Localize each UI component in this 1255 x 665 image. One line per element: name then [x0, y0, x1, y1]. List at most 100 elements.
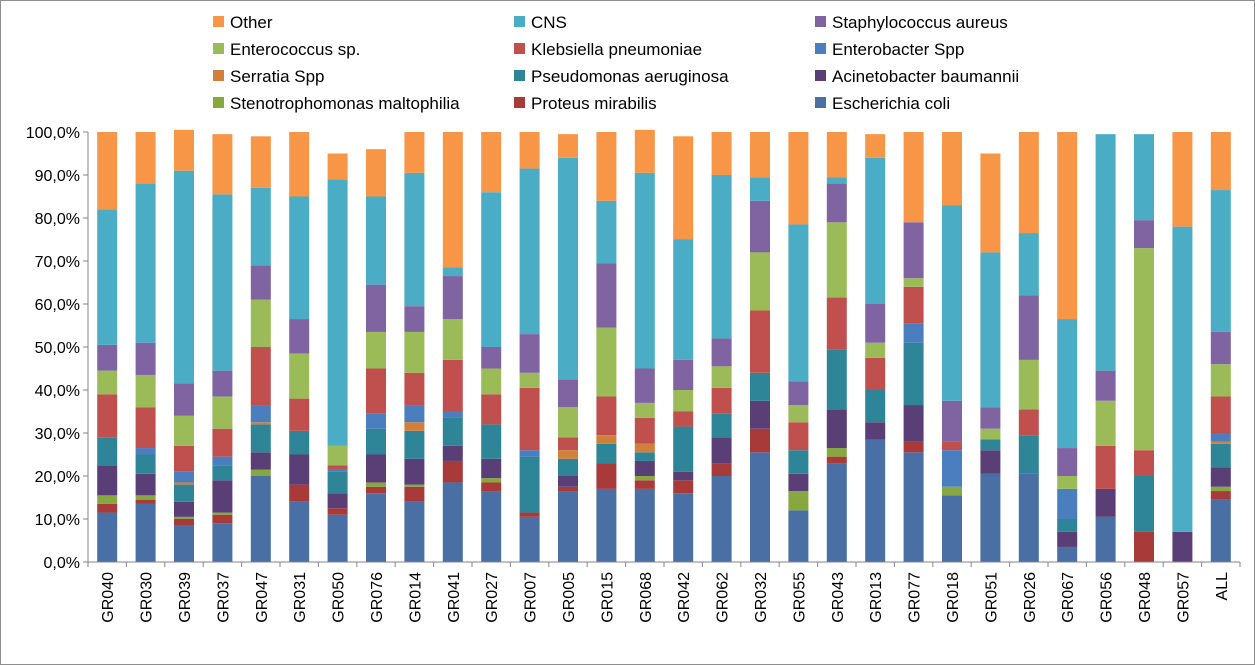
bar-segment-gr030-proteus-mirabilis [135, 499, 156, 504]
bar-segment-gr031-escherichia-coli [289, 501, 310, 562]
bar-segment-gr043-cns [826, 177, 847, 184]
bar-segment-gr015-serratia-spp [596, 435, 617, 444]
bar-segment-gr007-proteus-mirabilis [519, 512, 540, 517]
bar-segment-gr015-escherichia-coli [596, 488, 617, 562]
legend-label-klebsiella-pneumoniae: Klebsiella pneumoniae [531, 40, 702, 59]
bar-segment-gr039-acinetobacter-baumannii [174, 501, 194, 517]
bar-segment-gr047-escherichia-coli [250, 476, 271, 562]
bar-segment-gr055-enterococcus-sp [788, 405, 809, 423]
bar-segment-gr041-proteus-mirabilis [442, 460, 463, 483]
bar-segment-gr018-other [942, 132, 962, 206]
bar-segment-gr039-serratia-spp [174, 482, 194, 485]
bar-segment-gr047-serratia-spp [250, 422, 271, 425]
bar-segment-gr042-pseudomonas-aeruginosa [673, 426, 694, 472]
bar-segment-gr026-klebsiella-pneumoniae [1018, 409, 1039, 436]
legend-swatch-escherichia-coli [815, 97, 826, 108]
y-tick-label: 100,0% [26, 125, 80, 142]
bar-segment-gr032-escherichia-coli [750, 452, 770, 562]
bar-segment-gr005-acinetobacter-baumannii [558, 476, 578, 487]
legend-label-serratia-spp: Serratia Spp [230, 67, 325, 86]
bar-segment-gr027-cns [481, 192, 502, 347]
bar-segment-gr077-klebsiella-pneumoniae [903, 286, 924, 324]
bar-segment-gr037-cns [212, 194, 233, 371]
bar-segment-all-klebsiella-pneumoniae [1210, 396, 1231, 433]
bar-segment-all-proteus-mirabilis [1210, 491, 1231, 500]
bar-segment-gr026-staphylococcus-aureus [1018, 295, 1039, 360]
bar-segment-gr043-klebsiella-pneumoniae [826, 297, 847, 350]
bar-segment-gr041-enterobacter-spp [442, 411, 463, 418]
x-tick-label-gr055: GR055 [791, 572, 808, 623]
bar-segment-gr027-staphylococcus-aureus [481, 347, 502, 369]
y-tick-label: 60,0% [35, 297, 80, 314]
bar-segment-gr062-escherichia-coli [711, 476, 732, 562]
x-tick-label-gr032: GR032 [753, 572, 770, 623]
legend-swatch-enterobacter-spp [815, 43, 826, 54]
bar-segment-gr015-staphylococcus-aureus [596, 263, 617, 328]
bar-segment-gr030-klebsiella-pneumoniae [135, 407, 156, 449]
bar-segment-gr050-cns [327, 179, 348, 446]
bar-segment-gr032-klebsiella-pneumoniae [750, 310, 770, 373]
x-tick-label-gr050: GR050 [331, 572, 348, 623]
bar-segment-gr068-escherichia-coli [634, 488, 655, 562]
y-tick-label: 30,0% [35, 426, 80, 443]
bar-segment-gr068-proteus-mirabilis [634, 480, 655, 489]
legend-swatch-enterococcus-sp [213, 43, 224, 54]
y-tick-label: 90,0% [35, 168, 80, 185]
bar-segment-gr026-cns [1018, 233, 1039, 296]
y-tick-label: 70,0% [35, 254, 80, 271]
bar-segment-gr040-acinetobacter-baumannii [97, 465, 118, 496]
bar-segment-gr051-acinetobacter-baumannii [980, 450, 1001, 474]
bar-segment-gr067-enterococcus-sp [1057, 476, 1078, 489]
y-tick-label: 10,0% [35, 512, 80, 529]
bar-segment-gr043-proteus-mirabilis [826, 456, 847, 464]
bar-segment-gr018-cns [942, 205, 962, 401]
bar-segment-gr040-pseudomonas-aeruginosa [97, 437, 118, 466]
bar-segment-gr068-stenotrophomonas-maltophilia [634, 476, 655, 481]
bar-segment-gr037-acinetobacter-baumannii [212, 480, 233, 513]
bar-segment-gr037-pseudomonas-aeruginosa [212, 465, 233, 481]
bar-segment-gr026-other [1018, 132, 1039, 234]
bar-segment-gr076-cns [366, 196, 386, 285]
bar-segment-gr076-stenotrophomonas-maltophilia [366, 482, 386, 487]
bar-segment-gr032-other [750, 132, 770, 178]
bar-segment-gr062-staphylococcus-aureus [711, 338, 732, 367]
bar-segment-gr042-proteus-mirabilis [673, 480, 694, 494]
bar-segment-gr013-pseudomonas-aeruginosa [865, 390, 886, 423]
bar-segment-gr047-other [250, 136, 271, 188]
bar-segment-gr048-enterococcus-sp [1134, 248, 1154, 451]
bar-segment-gr032-acinetobacter-baumannii [750, 400, 770, 429]
bar-segment-gr050-enterococcus-sp [327, 445, 348, 466]
bar-segment-gr050-klebsiella-pneumoniae [327, 465, 348, 470]
bar-segment-gr043-staphylococcus-aureus [826, 183, 847, 223]
bar-segment-gr031-cns [289, 196, 310, 320]
bar-segment-gr032-enterococcus-sp [750, 252, 770, 311]
bar-segment-gr067-staphylococcus-aureus [1057, 448, 1078, 476]
bar-segment-gr039-other [174, 129, 194, 171]
bar-segment-all-staphylococcus-aureus [1210, 331, 1231, 365]
bar-segment-gr037-proteus-mirabilis [212, 514, 233, 524]
bar-segment-gr027-acinetobacter-baumannii [481, 458, 502, 479]
legend-label-enterococcus-sp: Enterococcus sp. [230, 40, 360, 59]
bar-segment-gr007-cns [519, 168, 540, 335]
bar-segment-gr042-escherichia-coli [673, 493, 694, 562]
bar-segment-gr077-escherichia-coli [903, 452, 924, 562]
bar-segment-gr030-staphylococcus-aureus [135, 342, 156, 375]
bar-segment-gr027-other [481, 132, 502, 193]
bar-segment-gr037-klebsiella-pneumoniae [212, 428, 233, 457]
bar-segment-gr027-enterococcus-sp [481, 368, 502, 395]
bar-segment-gr030-acinetobacter-baumannii [135, 473, 156, 496]
bar-segment-gr068-enterococcus-sp [634, 402, 655, 418]
x-tick-label-gr068: GR068 [638, 572, 655, 623]
bar-segment-gr031-other [289, 132, 310, 197]
bar-segment-gr077-enterobacter-spp [903, 323, 924, 343]
bar-segment-gr051-enterococcus-sp [980, 428, 1001, 440]
bar-segment-gr055-pseudomonas-aeruginosa [788, 450, 809, 474]
legend-label-proteus-mirabilis: Proteus mirabilis [531, 94, 657, 113]
bar-segment-gr039-stenotrophomonas-maltophilia [174, 516, 194, 519]
legend-swatch-klebsiella-pneumoniae [514, 43, 525, 54]
bar-segment-gr026-enterococcus-sp [1018, 359, 1039, 410]
x-tick-label-gr057: GR057 [1175, 572, 1192, 623]
bar-segment-gr041-pseudomonas-aeruginosa [442, 417, 463, 446]
